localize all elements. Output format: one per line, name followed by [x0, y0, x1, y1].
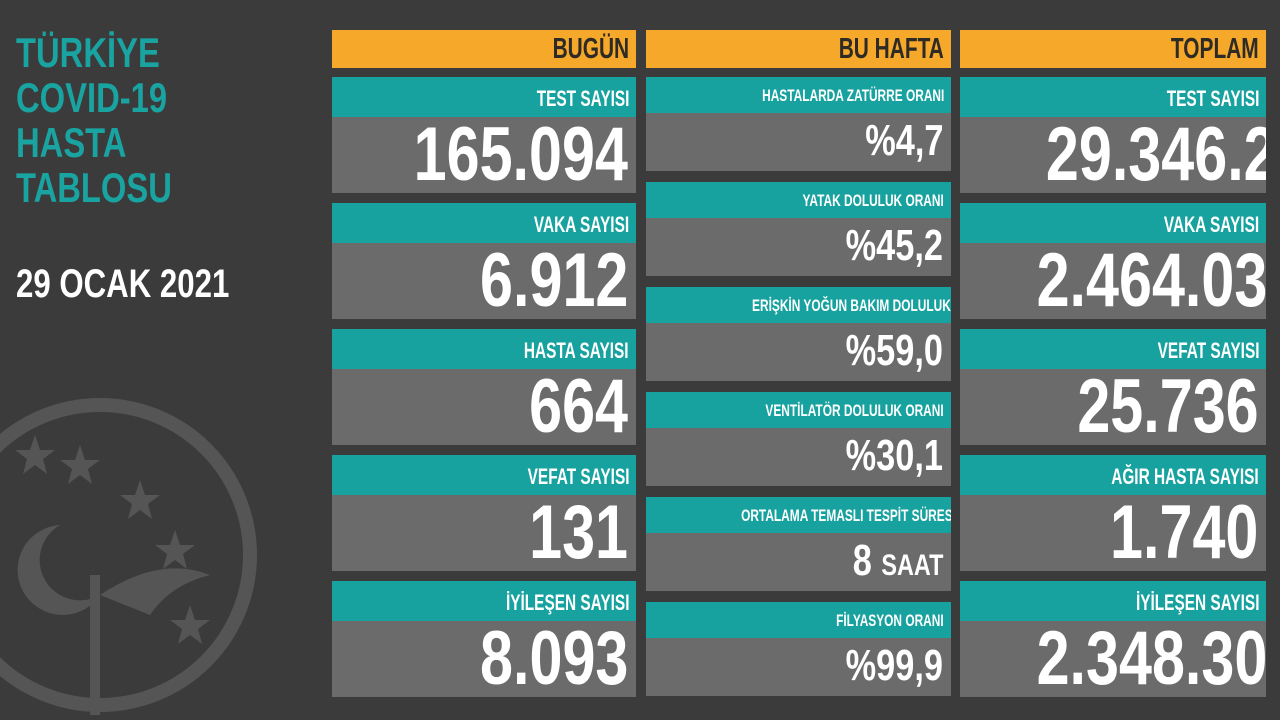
today-test-card: TEST SAYISI 165.094 — [332, 77, 636, 193]
total-death-card: VEFAT SAYISI 25.736 — [960, 329, 1266, 445]
card-label: İYİLEŞEN SAYISI — [505, 590, 629, 615]
title-line: HASTA — [16, 119, 127, 166]
card-value: %99,9 — [845, 641, 944, 690]
card-value: %59,0 — [845, 326, 944, 375]
today-patient-card: HASTA SAYISI 664 — [332, 329, 636, 445]
card-value: 2.348.309 — [1036, 621, 1266, 697]
week-pneumonia-card: HASTALARDA ZATÜRRE ORANI %4,7 — [646, 77, 951, 171]
card-value: 29.346.219 — [1045, 117, 1266, 193]
title-line: COVID-19 — [16, 74, 168, 121]
total-severe-card: AĞIR HASTA SAYISI 1.740 — [960, 455, 1266, 571]
week-ventilator-card: VENTİLATÖR DOLULUK ORANI %30,1 — [646, 392, 951, 486]
today-death-card: VEFAT SAYISI 131 — [332, 455, 636, 571]
title-line: TABLOSU — [16, 164, 172, 211]
total-recovered-card: İYİLEŞEN SAYISI 2.348.309 — [960, 581, 1266, 697]
week-contact-time-card: ORTALAMA TEMASLI TESPİT SÜRESİ 8 SAAT — [646, 497, 951, 591]
week-bed-card: YATAK DOLULUK ORANI %45,2 — [646, 182, 951, 276]
card-label: VEFAT SAYISI — [1157, 338, 1259, 363]
header-label: BU HAFTA — [838, 33, 944, 65]
card-value: 664 — [529, 369, 629, 445]
week-header: BU HAFTA — [646, 30, 951, 68]
card-value: 8.093 — [479, 621, 629, 697]
card-label: ORTALAMA TEMASLI TESPİT SÜRESİ — [741, 506, 951, 525]
card-label: VENTİLATÖR DOLULUK ORANI — [765, 401, 944, 420]
week-filiation-card: FİLYASYON ORANI %99,9 — [646, 602, 951, 696]
card-label: VAKA SAYISI — [1163, 212, 1259, 237]
card-label: YATAK DOLULUK ORANI — [802, 191, 944, 210]
total-header: TOPLAM — [960, 30, 1266, 68]
header-label: TOPLAM — [1171, 33, 1259, 65]
today-case-card: VAKA SAYISI 6.912 — [332, 203, 636, 319]
card-label: VEFAT SAYISI — [527, 464, 629, 489]
card-value: 131 — [529, 495, 629, 571]
card-label: HASTALARDA ZATÜRRE ORANI — [761, 86, 944, 105]
card-value: 1.740 — [1109, 495, 1259, 571]
today-header: BUGÜN — [332, 30, 636, 68]
report-date: 29 OCAK 2021 — [16, 262, 230, 306]
today-column: BUGÜN TEST SAYISI 165.094 VAKA SAYISI 6.91… — [332, 30, 636, 697]
page-title: TÜRKİYE COVID-19 HASTA TABLOSU — [16, 30, 172, 210]
card-label: FİLYASYON ORANI — [836, 611, 944, 630]
week-column: BU HAFTA HASTALARDA ZATÜRRE ORANI %4,7 YA… — [646, 30, 951, 696]
card-value: 25.736 — [1076, 369, 1259, 445]
card-label: AĞIR HASTA SAYISI — [1111, 464, 1259, 489]
card-value: 2.464.030 — [1036, 243, 1266, 319]
total-test-card: TEST SAYISI 29.346.219 — [960, 77, 1266, 193]
card-value: %4,7 — [864, 116, 944, 165]
card-label: İYİLEŞEN SAYISI — [1135, 590, 1259, 615]
today-recovered-card: İYİLEŞEN SAYISI 8.093 — [332, 581, 636, 697]
title-line: TÜRKİYE — [16, 29, 160, 76]
total-column: TOPLAM TEST SAYISI 29.346.219 VAKA SAYISI… — [960, 30, 1266, 697]
week-icu-card: ERİŞKİN YOĞUN BAKIM DOLULUK ORANI %59,0 — [646, 287, 951, 381]
card-value: %45,2 — [845, 221, 944, 270]
ministry-emblem-icon — [0, 398, 257, 715]
card-value: 8 SAAT — [853, 533, 951, 591]
card-label: TEST SAYISI — [536, 86, 629, 111]
card-value-unit: SAAT — [881, 549, 944, 582]
card-label: VAKA SAYISI — [533, 212, 629, 237]
card-label: TEST SAYISI — [1166, 86, 1259, 111]
card-value: %30,1 — [845, 431, 944, 480]
header-label: BUGÜN — [552, 33, 629, 65]
card-label: ERİŞKİN YOĞUN BAKIM DOLULUK ORANI — [752, 296, 951, 315]
card-value-number: 8 — [852, 536, 872, 585]
total-case-card: VAKA SAYISI 2.464.030 — [960, 203, 1266, 319]
card-value: 165.094 — [413, 117, 629, 193]
card-label: HASTA SAYISI — [524, 338, 629, 363]
card-value: 6.912 — [479, 243, 629, 319]
